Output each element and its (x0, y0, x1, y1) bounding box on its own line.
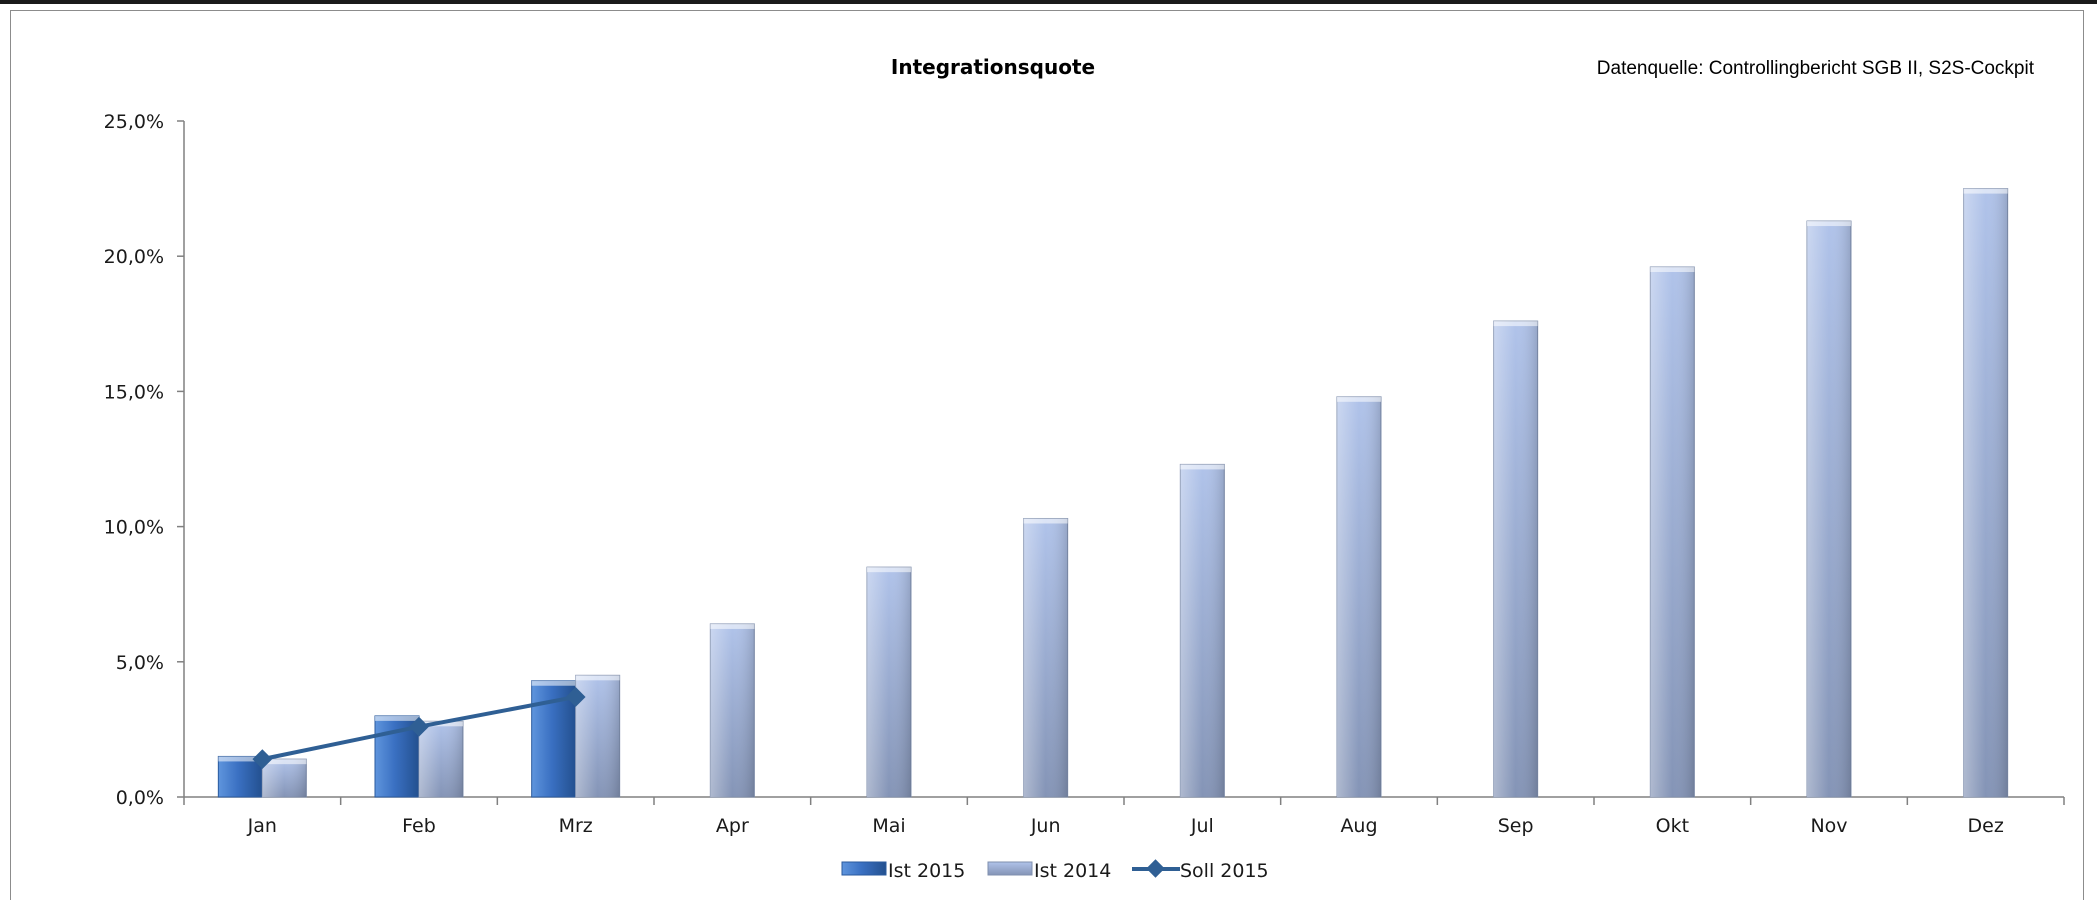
legend: Ist 2015 Ist 2014 Soll 2015 (841, 859, 1269, 882)
y-tick-label: 15,0% (104, 381, 164, 403)
x-tick-label: Jun (1030, 815, 1061, 837)
legend-label-ist-2014: Ist 2014 (1034, 860, 1111, 882)
bar-ist-2014 (1493, 320, 1539, 798)
bar-ist-2015 (217, 755, 263, 798)
y-tick-label: 10,0% (104, 517, 164, 539)
y-axis: 0,0% 5,0% 10,0% 15,0% 20,0% 25,0% (104, 111, 185, 809)
bar-ist-2014 (1649, 266, 1695, 798)
y-tick-label: 0,0% (116, 787, 164, 809)
legend-item-ist-2015: Ist 2015 (841, 860, 965, 882)
bar-ist-2014 (1023, 517, 1069, 798)
bar-ist-2014 (709, 623, 755, 798)
x-tick-label: Aug (1340, 815, 1377, 837)
x-tick-label: Jan (247, 815, 277, 837)
bar-ist-2014 (866, 566, 912, 798)
bars (217, 188, 2009, 798)
top-border-rule (0, 0, 2097, 4)
bar-ist-2014 (1806, 220, 1852, 798)
y-tick-label: 20,0% (104, 246, 164, 268)
legend-label-ist-2015: Ist 2015 (888, 860, 965, 882)
legend-item-ist-2014: Ist 2014 (987, 860, 1111, 882)
legend-swatch-ist-2015 (841, 861, 887, 876)
soll-2015-marker (565, 687, 586, 707)
x-tick-label: Nov (1810, 815, 1847, 837)
y-tick-label: 25,0% (104, 111, 164, 133)
x-tick-label: Mai (872, 815, 905, 837)
chart-title: Integrationsquote (891, 55, 1095, 79)
soll-2015-marker (409, 716, 429, 737)
x-tick-label: Sep (1498, 815, 1534, 837)
x-tick-label: Apr (716, 815, 749, 837)
legend-label-soll-2015: Soll 2015 (1180, 860, 1269, 882)
bar-ist-2014 (261, 758, 307, 798)
legend-item-soll-2015: Soll 2015 (1132, 859, 1269, 882)
chart-frame (10, 10, 2084, 900)
soll-2015-line (252, 687, 586, 770)
x-tick-label: Feb (402, 815, 436, 837)
bar-ist-2014 (418, 720, 464, 798)
bar-ist-2014 (1336, 396, 1382, 798)
bar-ist-2014 (1963, 188, 2009, 798)
x-tick-label: Jul (1190, 815, 1214, 837)
bar-ist-2014 (575, 674, 621, 798)
legend-swatch-ist-2014 (987, 861, 1033, 876)
y-tick-label: 5,0% (116, 652, 164, 674)
bar-ist-2014 (1179, 463, 1225, 798)
data-source-note: Datenquelle: Controllingbericht SGB II, … (1597, 58, 2035, 79)
x-axis: Jan Feb Mrz Apr Mai Jun Jul Aug Sep Okt Nov Dez (183, 796, 2065, 837)
x-tick-label: Dez (1968, 815, 2004, 837)
legend-marker-soll-2015 (1146, 859, 1165, 878)
x-tick-label: Okt (1656, 815, 1689, 837)
x-tick-label: Mrz (559, 815, 593, 837)
